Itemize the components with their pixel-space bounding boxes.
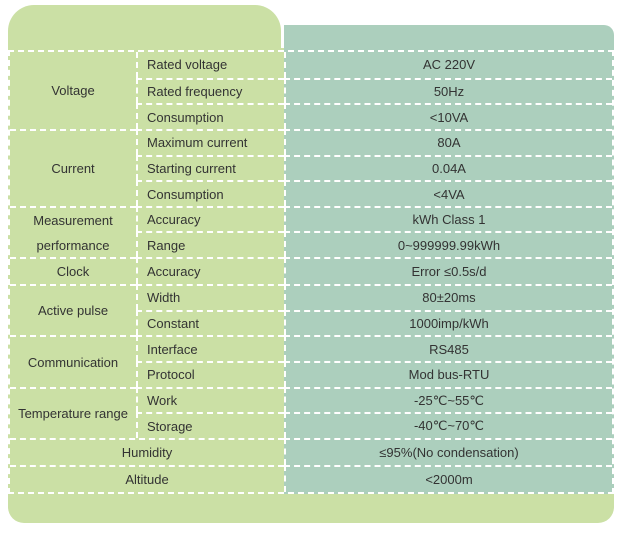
category-voltage: Voltage — [51, 82, 95, 98]
category-temperature-range: Temperature range — [10, 386, 136, 438]
category-current: Current — [10, 128, 136, 206]
param-rated-voltage: Rated voltage — [136, 52, 284, 78]
param-measurement-range: Range — [136, 231, 284, 258]
category-active-pulse: Active pulse — [10, 284, 136, 335]
value-clock-accuracy: Error ≤0.5s/d — [284, 257, 612, 285]
row-humidity-label: Humidity — [10, 437, 284, 465]
value-measurement-accuracy: kWh Class 1 — [284, 205, 612, 232]
value-pulse-width: 80±20ms — [284, 284, 612, 310]
value-pulse-constant: 1000imp/kWh — [284, 309, 612, 336]
param-storage-temperature: Storage — [136, 412, 284, 438]
param-current-consumption: Consumption — [136, 180, 284, 206]
param-clock-accuracy: Accuracy — [136, 257, 284, 285]
row-humidity-value: ≤95%(No condensation) — [284, 437, 612, 465]
category-communication: Communication — [10, 335, 136, 386]
value-interface: RS485 — [284, 335, 612, 362]
param-starting-current: Starting current — [136, 154, 284, 181]
value-voltage-consumption: <10VA — [284, 103, 612, 129]
value-rated-voltage: AC 220V — [284, 52, 612, 78]
param-pulse-constant: Constant — [136, 309, 284, 336]
param-interface: Interface — [136, 335, 284, 362]
category-measurement-performance: Measurement performance — [10, 205, 136, 257]
param-rated-frequency: Rated frequency — [136, 77, 284, 104]
param-work-temperature: Work — [136, 386, 284, 413]
value-column-background — [284, 25, 614, 494]
value-starting-current: 0.04A — [284, 154, 612, 181]
category-clock: Clock — [10, 257, 136, 284]
value-current-consumption: <4VA — [284, 180, 612, 206]
value-protocol: Mod bus-RTU — [284, 361, 612, 387]
value-work-temperature: -25℃~55℃ — [284, 386, 612, 413]
value-storage-temperature: -40℃~70℃ — [284, 412, 612, 438]
value-maximum-current: 80A — [284, 128, 612, 155]
param-pulse-width: Width — [136, 284, 284, 310]
value-measurement-range: 0~999999.99kWh — [284, 231, 612, 258]
param-measurement-accuracy: Accuracy — [136, 205, 284, 232]
value-rated-frequency: 50Hz — [284, 77, 612, 104]
param-maximum-current: Maximum current — [136, 128, 284, 155]
param-voltage-consumption: Consumption — [136, 103, 284, 129]
specification-table: Voltage Rated voltage AC 220V Rated freq… — [8, 50, 614, 494]
row-altitude-value: <2000m — [284, 464, 612, 492]
row-altitude-label: Altitude — [10, 464, 284, 492]
param-protocol: Protocol — [136, 361, 284, 387]
